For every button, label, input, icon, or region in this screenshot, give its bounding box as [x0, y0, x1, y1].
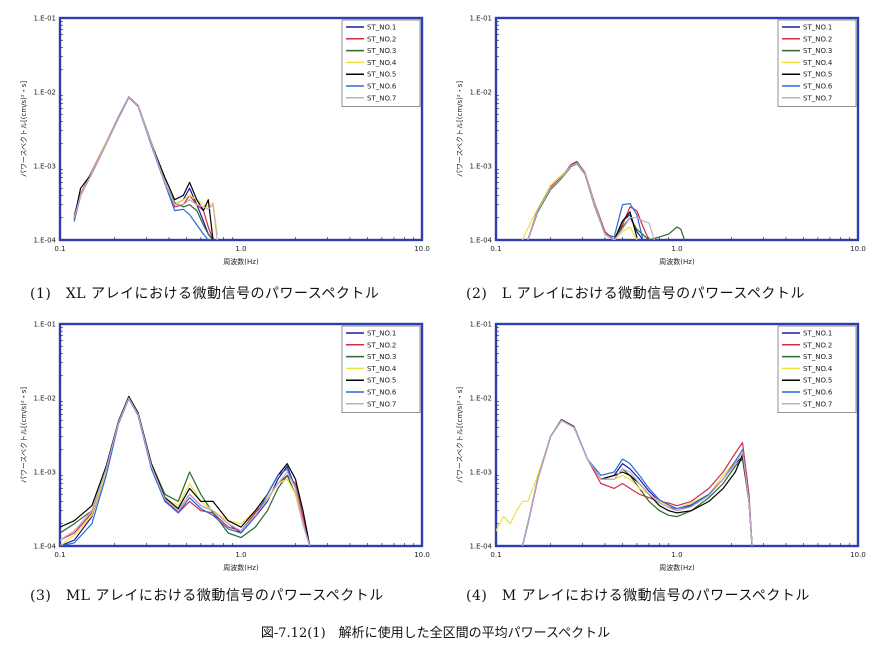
series-line-4 — [496, 419, 753, 546]
x-tick-label: 10.0 — [414, 245, 430, 253]
legend-label: ST_NO.4 — [367, 59, 397, 67]
x-tick-label: 10.0 — [414, 551, 430, 559]
y-tick-label: 1.E-02 — [33, 395, 56, 403]
y-tick-label: 1.E-01 — [469, 15, 492, 23]
y-tick-label: 1.E-04 — [33, 543, 56, 551]
legend — [777, 19, 857, 107]
legend-label: ST_NO.6 — [803, 83, 833, 91]
legend-label: ST_NO.1 — [803, 24, 832, 32]
chart-panel-l: 1.E-04 1.E-03 1.E-02 1.E-01 0.1 1.0 10.0 周波数(Hz… — [436, 0, 871, 325]
x-tick-label: 0.1 — [490, 551, 501, 559]
y-tick-label: 1.E-03 — [469, 163, 492, 171]
x-tick-label: 0.1 — [54, 551, 65, 559]
x-tick-label: 0.1 — [54, 245, 65, 253]
legend-label: ST_NO.1 — [803, 330, 832, 338]
series-line-7 — [73, 96, 218, 240]
x-tick-label: 10.0 — [850, 245, 866, 253]
legend — [777, 325, 857, 413]
legend-label: ST_NO.2 — [367, 35, 396, 43]
y-tick-label: 1.E-01 — [469, 321, 492, 329]
legend-label: ST_NO.6 — [803, 389, 833, 397]
y-tick-label: 1.E-01 — [33, 15, 56, 23]
chart-xl: 1.E-04 1.E-03 1.E-02 1.E-01 0.1 1.0 10.0 周波数(Hz… — [20, 15, 430, 267]
series-line-3 — [527, 162, 686, 240]
legend-label: ST_NO.4 — [803, 59, 833, 67]
legend-label: ST_NO.6 — [367, 389, 397, 397]
legend-label: ST_NO.3 — [803, 47, 832, 55]
legend-label: ST_NO.1 — [367, 330, 396, 338]
legend-label: ST_NO.6 — [367, 83, 397, 91]
y-tick-label: 1.E-03 — [33, 163, 56, 171]
y-tick-label: 1.E-04 — [469, 543, 492, 551]
y-axis-label: パワースペクトル[(cm/s)²・s] — [456, 81, 464, 177]
legend-label: ST_NO.2 — [367, 341, 396, 349]
y-tick-label: 1.E-03 — [33, 469, 56, 477]
series-line-7 — [527, 162, 655, 240]
x-axis-label: 周波数(Hz) — [223, 257, 259, 266]
legend-label: ST_NO.1 — [367, 24, 396, 32]
x-tick-label: 1.0 — [235, 245, 246, 253]
legend-label: ST_NO.2 — [803, 341, 832, 349]
y-axis-label: パワースペクトル[(cm/s)²・s] — [456, 387, 464, 483]
y-tick-label: 1.E-02 — [469, 395, 492, 403]
y-tick-label: 1.E-04 — [33, 237, 56, 245]
legend-label: ST_NO.5 — [367, 377, 396, 385]
legend-label: ST_NO.2 — [803, 35, 832, 43]
chart-m: 1.E-04 1.E-03 1.E-02 1.E-01 0.1 1.0 10.0 周波数(Hz… — [456, 321, 866, 573]
y-axis-label: パワースペクトル[(cm/s)²・s] — [20, 387, 28, 483]
x-axis-label: 周波数(Hz) — [659, 257, 695, 266]
legend — [341, 325, 421, 413]
legend-label: ST_NO.5 — [367, 71, 396, 79]
chart-l: 1.E-04 1.E-03 1.E-02 1.E-01 0.1 1.0 10.0 周波数(Hz… — [456, 15, 866, 267]
x-tick-label: 1.0 — [671, 551, 682, 559]
x-axis-label: 周波数(Hz) — [223, 563, 259, 572]
legend-label: ST_NO.3 — [367, 47, 396, 55]
legend-label: ST_NO.7 — [803, 400, 832, 408]
chart-panel-ml: 1.E-04 1.E-03 1.E-02 1.E-01 0.1 1.0 10.0 周波数(Hz… — [0, 306, 435, 631]
chart-panel-xl: 1.E-04 1.E-03 1.E-02 1.E-01 0.1 1.0 10.0 周波数(Hz… — [0, 0, 435, 325]
legend-label: ST_NO.4 — [367, 365, 397, 373]
legend-label: ST_NO.3 — [803, 353, 832, 361]
chart-caption-ml: (3) ML アレイにおける微動信号のパワースペクトル — [30, 588, 384, 604]
x-tick-label: 1.0 — [235, 551, 246, 559]
chart-caption-m: (4) M アレイにおける微動信号のパワースペクトル — [466, 588, 810, 604]
figure-caption: 図-7.12(1) 解析に使用した全区間の平均パワースペクトル — [260, 626, 611, 641]
y-tick-label: 1.E-04 — [469, 237, 492, 245]
x-tick-label: 1.0 — [671, 245, 682, 253]
chart-caption-xl: (1) XL アレイにおける微動信号のパワースペクトル — [30, 286, 380, 302]
series-line-7 — [521, 419, 753, 546]
x-tick-label: 0.1 — [490, 245, 501, 253]
x-axis-label: 周波数(Hz) — [659, 563, 695, 572]
legend-label: ST_NO.4 — [803, 365, 833, 373]
legend-label: ST_NO.7 — [367, 94, 396, 102]
legend-label: ST_NO.5 — [803, 71, 832, 79]
chart-ml: 1.E-04 1.E-03 1.E-02 1.E-01 0.1 1.0 10.0 周波数(Hz… — [20, 321, 430, 573]
y-axis-label: パワースペクトル[(cm/s)²・s] — [20, 81, 28, 177]
chart-panel-m: 1.E-04 1.E-03 1.E-02 1.E-01 0.1 1.0 10.0 周波数(Hz… — [436, 306, 871, 631]
legend-label: ST_NO.5 — [803, 377, 832, 385]
legend — [341, 19, 421, 107]
x-tick-label: 10.0 — [850, 551, 866, 559]
y-tick-label: 1.E-02 — [469, 89, 492, 97]
y-tick-label: 1.E-02 — [33, 89, 56, 97]
y-tick-label: 1.E-03 — [469, 469, 492, 477]
legend-label: ST_NO.7 — [803, 94, 832, 102]
legend-label: ST_NO.3 — [367, 353, 396, 361]
series-line-6 — [60, 397, 311, 546]
series-line-7 — [60, 397, 311, 546]
y-tick-label: 1.E-01 — [33, 321, 56, 329]
legend-label: ST_NO.7 — [367, 400, 396, 408]
chart-caption-l: (2) L アレイにおける微動信号のパワースペクトル — [466, 286, 805, 302]
